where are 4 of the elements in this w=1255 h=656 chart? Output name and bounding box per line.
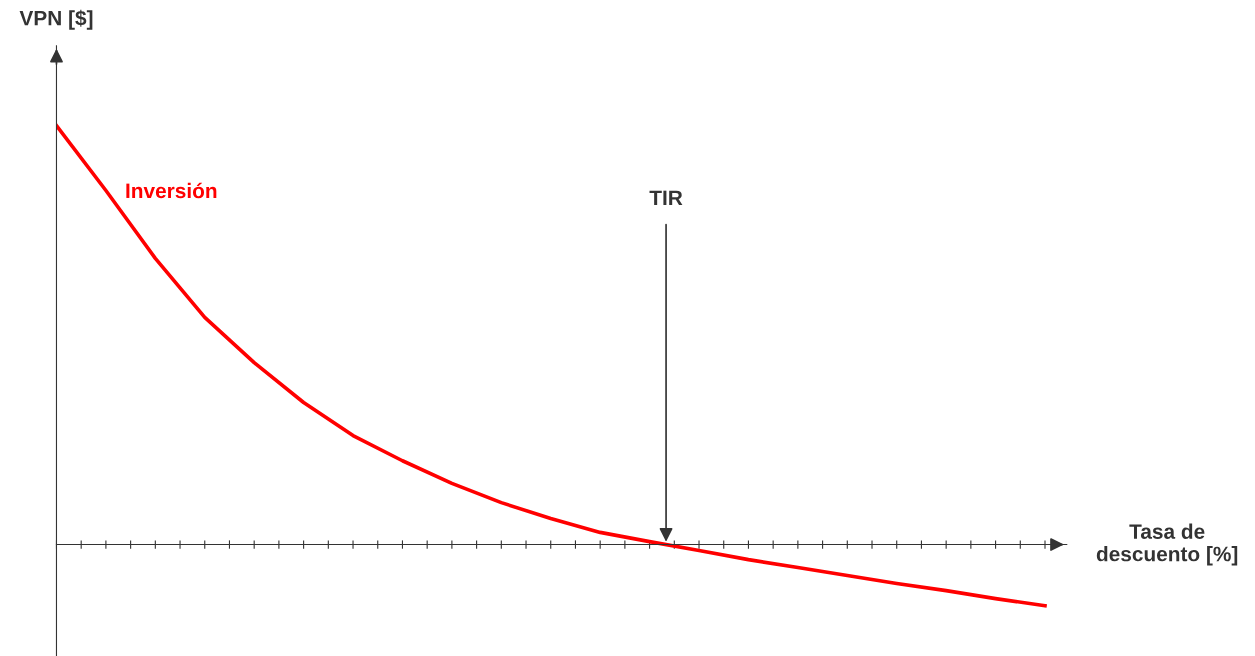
x-axis-title: Tasa de descuento [%] <box>1096 523 1238 566</box>
series-label: Inversión <box>126 182 217 199</box>
annotation: TIR <box>649 190 683 206</box>
y-axis-title: VPN [$] <box>19 9 93 30</box>
